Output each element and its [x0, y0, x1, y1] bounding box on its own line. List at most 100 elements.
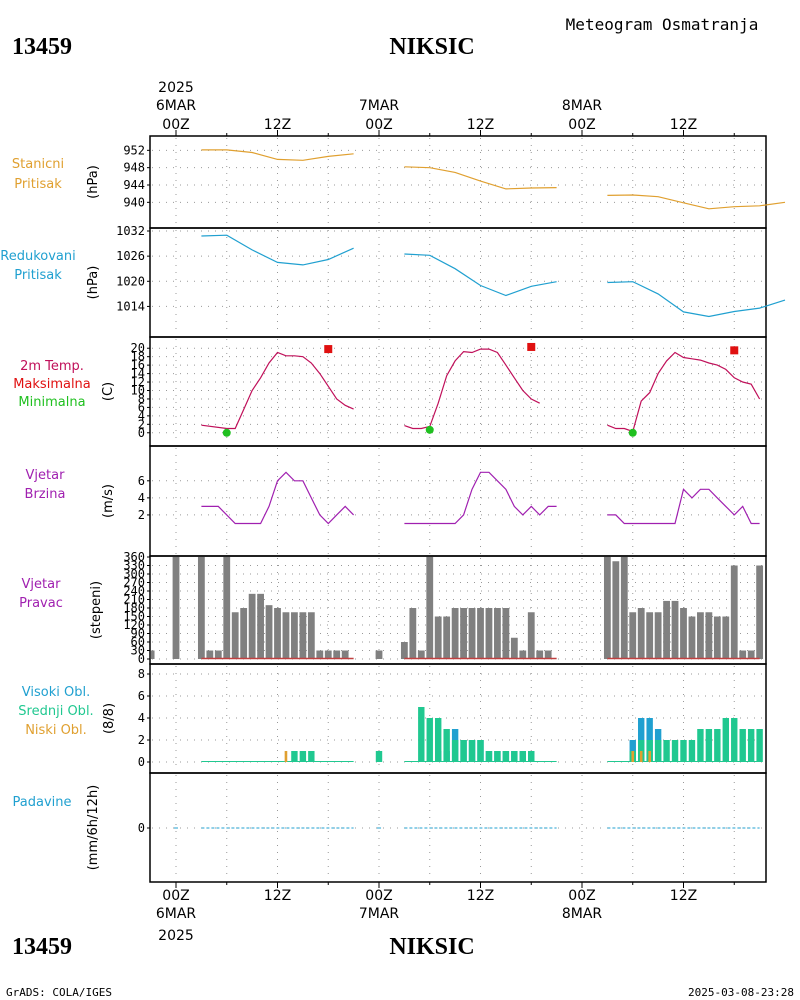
y-tick-label: 14: [131, 367, 145, 381]
y-axis-label: (mm/6h/12h): [86, 785, 101, 871]
wind-dir-bar: [477, 608, 484, 659]
wind-dir-bar: [223, 557, 231, 659]
panel-cloud-cover: 0 2 4 6 8 Visoki Obl. Srednji Obl. Niski Obl. (8…: [18, 663, 767, 774]
panel-label: Pritisak: [14, 268, 62, 283]
series-line: [607, 194, 786, 210]
series-line: [404, 253, 557, 297]
series-line: [607, 281, 786, 318]
panel-label: 2m Temp.: [20, 359, 84, 374]
y-axis-label: (8/8): [102, 703, 117, 734]
panel-label: Vjetar: [26, 468, 66, 483]
wind-dir-bar: [502, 608, 510, 659]
wind-dir-bar: [646, 612, 654, 659]
panel-label: Vjetar: [22, 577, 62, 592]
cloud-bar: [460, 740, 467, 762]
y-tick-label: 60: [131, 635, 145, 649]
cloud-bar: [654, 740, 662, 762]
wind-dir-bar: [544, 650, 552, 659]
wind-dir-bar: [747, 650, 755, 659]
y-tick-label: 0: [138, 821, 145, 835]
y-tick-label: 6: [138, 474, 145, 488]
cloud-bar: [705, 729, 713, 762]
y-axis-label: (C): [101, 382, 116, 401]
top-axis-label: 00Z: [162, 117, 189, 133]
bottom-axis-label: 8MAR: [562, 906, 603, 922]
wind-dir-bar: [375, 650, 383, 659]
wind-dir-bar: [231, 612, 239, 659]
tmax-marker: [527, 342, 536, 351]
wind-dir-bar: [671, 600, 679, 659]
y-tick-label: 0: [138, 755, 145, 769]
cloud-bar: [722, 718, 729, 762]
tmin-marker: [425, 425, 434, 434]
panel-wind-speed: 2 4 6 Vjetar Brzina (m/s): [25, 445, 767, 557]
y-tick-label: 270: [123, 576, 145, 590]
top-time-axis: 2025 00Z 6MAR 12Z 00Z 7MAR 12Z 00Z 8MAR 12Z: [156, 80, 735, 136]
bottom-axis-label: 12Z: [670, 888, 697, 904]
wind-dir-bar: [299, 612, 307, 659]
series-line: [404, 166, 557, 190]
series-line: [404, 348, 540, 430]
cloud-bar: [680, 740, 687, 762]
top-axis-label: 12Z: [670, 117, 697, 133]
y-tick-label: 4: [138, 711, 145, 725]
wind-dir-bar: [713, 616, 721, 659]
tmin-marker: [222, 428, 231, 437]
tmin-marker: [628, 428, 637, 437]
top-axis-label: 00Z: [365, 117, 392, 133]
wind-dir-bar: [150, 650, 155, 659]
wind-dir-bar: [197, 557, 205, 659]
cloud-bar: [418, 707, 425, 762]
top-axis-label: 12Z: [467, 117, 494, 133]
wind-dir-bar: [688, 616, 696, 659]
y-tick-label: 940: [123, 195, 145, 209]
y-tick-label: 948: [123, 161, 145, 175]
y-tick-label: 90: [131, 627, 145, 641]
y-tick-label: 8: [138, 667, 145, 681]
wind-dir-bar: [460, 608, 467, 659]
wind-dir-bar: [257, 593, 264, 659]
bottom-axis-label: 6MAR: [156, 906, 197, 922]
credit-text: GrADS: COLA/IGES: [6, 986, 112, 999]
cloud-bar: [511, 751, 518, 762]
panel-frame: [149, 135, 767, 229]
y-tick-label: 8: [138, 392, 145, 406]
series-line: [201, 234, 354, 266]
wind-dir-bar: [265, 605, 273, 659]
y-tick-label: 240: [123, 584, 145, 598]
bottom-axis-label: 12Z: [467, 888, 494, 904]
series-line: [607, 351, 761, 433]
wind-dir-bar: [333, 650, 341, 659]
top-axis-label: 7MAR: [359, 98, 400, 114]
y-tick-label: 2: [138, 733, 145, 747]
bottom-time-axis: 00Z 6MAR 12Z 00Z 7MAR 12Z 00Z 8MAR 12Z 2025: [156, 882, 735, 944]
top-axis-label: 00Z: [568, 117, 595, 133]
panel-label: Brzina: [25, 487, 66, 502]
top-axis-year: 2025: [158, 80, 194, 96]
wind-dir-bar: [214, 650, 222, 659]
bottom-axis-label: 00Z: [365, 888, 392, 904]
cloud-bar: [468, 740, 476, 762]
top-axis-label: 8MAR: [562, 98, 603, 114]
wind-dir-bar: [274, 608, 281, 659]
series-line: [404, 471, 557, 525]
wind-dir-bar: [620, 557, 628, 659]
cloud-bar: [639, 751, 643, 762]
y-tick-label: 210: [123, 593, 145, 607]
panel-frame: [149, 445, 767, 557]
y-tick-label: 2: [138, 508, 145, 522]
cloud-bar: [747, 729, 755, 762]
cloud-bar: [739, 729, 746, 762]
wind-dir-bar: [409, 608, 417, 659]
cloud-bar: [426, 718, 433, 762]
y-axis-label: (m/s): [101, 484, 116, 518]
wind-dir-bar: [603, 557, 611, 659]
series-line: [201, 351, 354, 430]
y-axis-label: (stepeni): [89, 581, 104, 639]
top-axis-label: 12Z: [264, 117, 291, 133]
wind-dir-bar: [510, 637, 518, 659]
cloud-bar: [631, 751, 635, 762]
y-tick-label: 952: [123, 143, 145, 157]
wind-dir-bar: [443, 616, 451, 659]
